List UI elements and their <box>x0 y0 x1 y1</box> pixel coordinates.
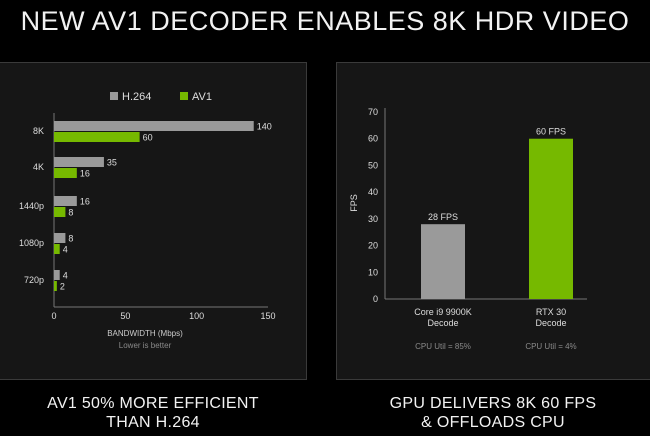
x-tick-label: 100 <box>189 311 204 321</box>
bar-av1 <box>54 168 77 178</box>
bar-0 <box>421 224 465 299</box>
bar-h264 <box>54 157 104 167</box>
data-label: 35 <box>107 158 117 168</box>
legend: H.264 AV1 <box>110 91 212 103</box>
legend-swatch-1 <box>180 92 188 100</box>
y-tick-label: 70 <box>368 107 378 117</box>
category-label: Decode <box>535 318 566 328</box>
data-label: 8 <box>68 234 73 244</box>
data-label: 60 <box>143 133 153 143</box>
data-label: 4 <box>63 245 68 255</box>
data-label: 16 <box>80 169 90 179</box>
bar-1 <box>529 138 573 299</box>
x-axis-title: BANDWIDTH (Mbps) <box>107 329 183 338</box>
data-label: 8 <box>68 208 73 218</box>
x-tick-label: 150 <box>260 311 275 321</box>
caption-left-line-2: THAN H.264 <box>106 414 200 431</box>
y-tick-label: 40 <box>368 187 378 197</box>
caption-right-line-2: & OFFLOADS CPU <box>421 414 565 431</box>
category-label: 4K <box>33 162 44 172</box>
legend-swatch-0 <box>110 92 118 100</box>
y-axis-title: FPS <box>349 194 359 212</box>
x-tick-label: 0 <box>51 311 56 321</box>
category-label: 8K <box>33 126 44 136</box>
caption-left-line-1: AV1 50% MORE EFFICIENT <box>47 395 259 412</box>
caption-right: GPU DELIVERS 8K 60 FPS & OFFLOADS CPU <box>336 394 650 432</box>
cpu-util-note: CPU Util = 85% <box>415 342 471 351</box>
bar-av1 <box>54 207 66 217</box>
bandwidth-chart-panel: H.264 AV1 8K 140 60 4K 35 16 1440p 16 8 1080p 8 4 720p… <box>0 62 307 380</box>
data-label: 28 FPS <box>428 212 458 222</box>
legend-label-1: AV1 <box>192 91 212 103</box>
x-tick-label: 50 <box>120 311 130 321</box>
data-label: 140 <box>257 122 272 132</box>
category-label: RTX 30 <box>536 307 566 317</box>
category-label: Core i9 9900K <box>414 307 472 317</box>
category-label: 720p <box>24 275 44 285</box>
data-label: 60 FPS <box>536 127 566 137</box>
caption-right-line-1: GPU DELIVERS 8K 60 FPS <box>389 395 597 412</box>
x-axis-subtitle: Lower is better <box>119 341 172 350</box>
y-tick-label: 60 <box>368 134 378 144</box>
data-label: 16 <box>80 197 90 207</box>
headline: NEW AV1 DECODER ENABLES 8K HDR VIDEO <box>20 6 630 36</box>
bar-h264 <box>54 121 254 131</box>
bar-h264 <box>54 196 77 206</box>
category-label: Decode <box>427 318 458 328</box>
bar-av1 <box>54 132 140 142</box>
caption-left: AV1 50% MORE EFFICIENT THAN H.264 <box>0 394 306 432</box>
fps-chart-panel: 0 10 20 30 40 50 60 70 FPS 28 FPS Core i9 9900K Dec… <box>336 62 650 380</box>
bar-h264 <box>54 233 66 243</box>
category-label: 1080p <box>19 238 44 248</box>
data-label: 2 <box>60 282 65 292</box>
y-tick-label: 50 <box>368 160 378 170</box>
bar-h264 <box>54 270 60 280</box>
cpu-util-note: CPU Util = 4% <box>525 342 576 351</box>
legend-label-0: H.264 <box>122 91 151 103</box>
y-tick-label: 0 <box>373 294 378 304</box>
y-tick-label: 20 <box>368 241 378 251</box>
y-tick-label: 10 <box>368 267 378 277</box>
category-label: 1440p <box>19 201 44 211</box>
data-label: 4 <box>63 271 68 281</box>
bar-av1 <box>54 281 57 291</box>
y-tick-label: 30 <box>368 214 378 224</box>
bar-av1 <box>54 244 60 254</box>
